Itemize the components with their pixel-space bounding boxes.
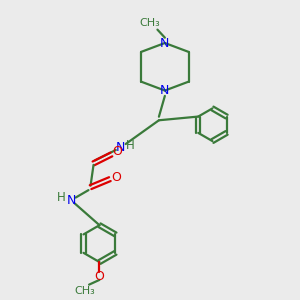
Text: N: N <box>160 84 170 97</box>
Text: H: H <box>56 191 65 204</box>
Text: N: N <box>116 140 125 154</box>
Text: CH₃: CH₃ <box>74 286 95 296</box>
Text: O: O <box>94 270 104 283</box>
Text: H: H <box>126 139 135 152</box>
Text: CH₃: CH₃ <box>140 18 160 28</box>
Text: N: N <box>160 37 170 50</box>
Text: N: N <box>67 194 76 207</box>
Text: O: O <box>111 171 121 184</box>
Text: O: O <box>112 145 122 158</box>
